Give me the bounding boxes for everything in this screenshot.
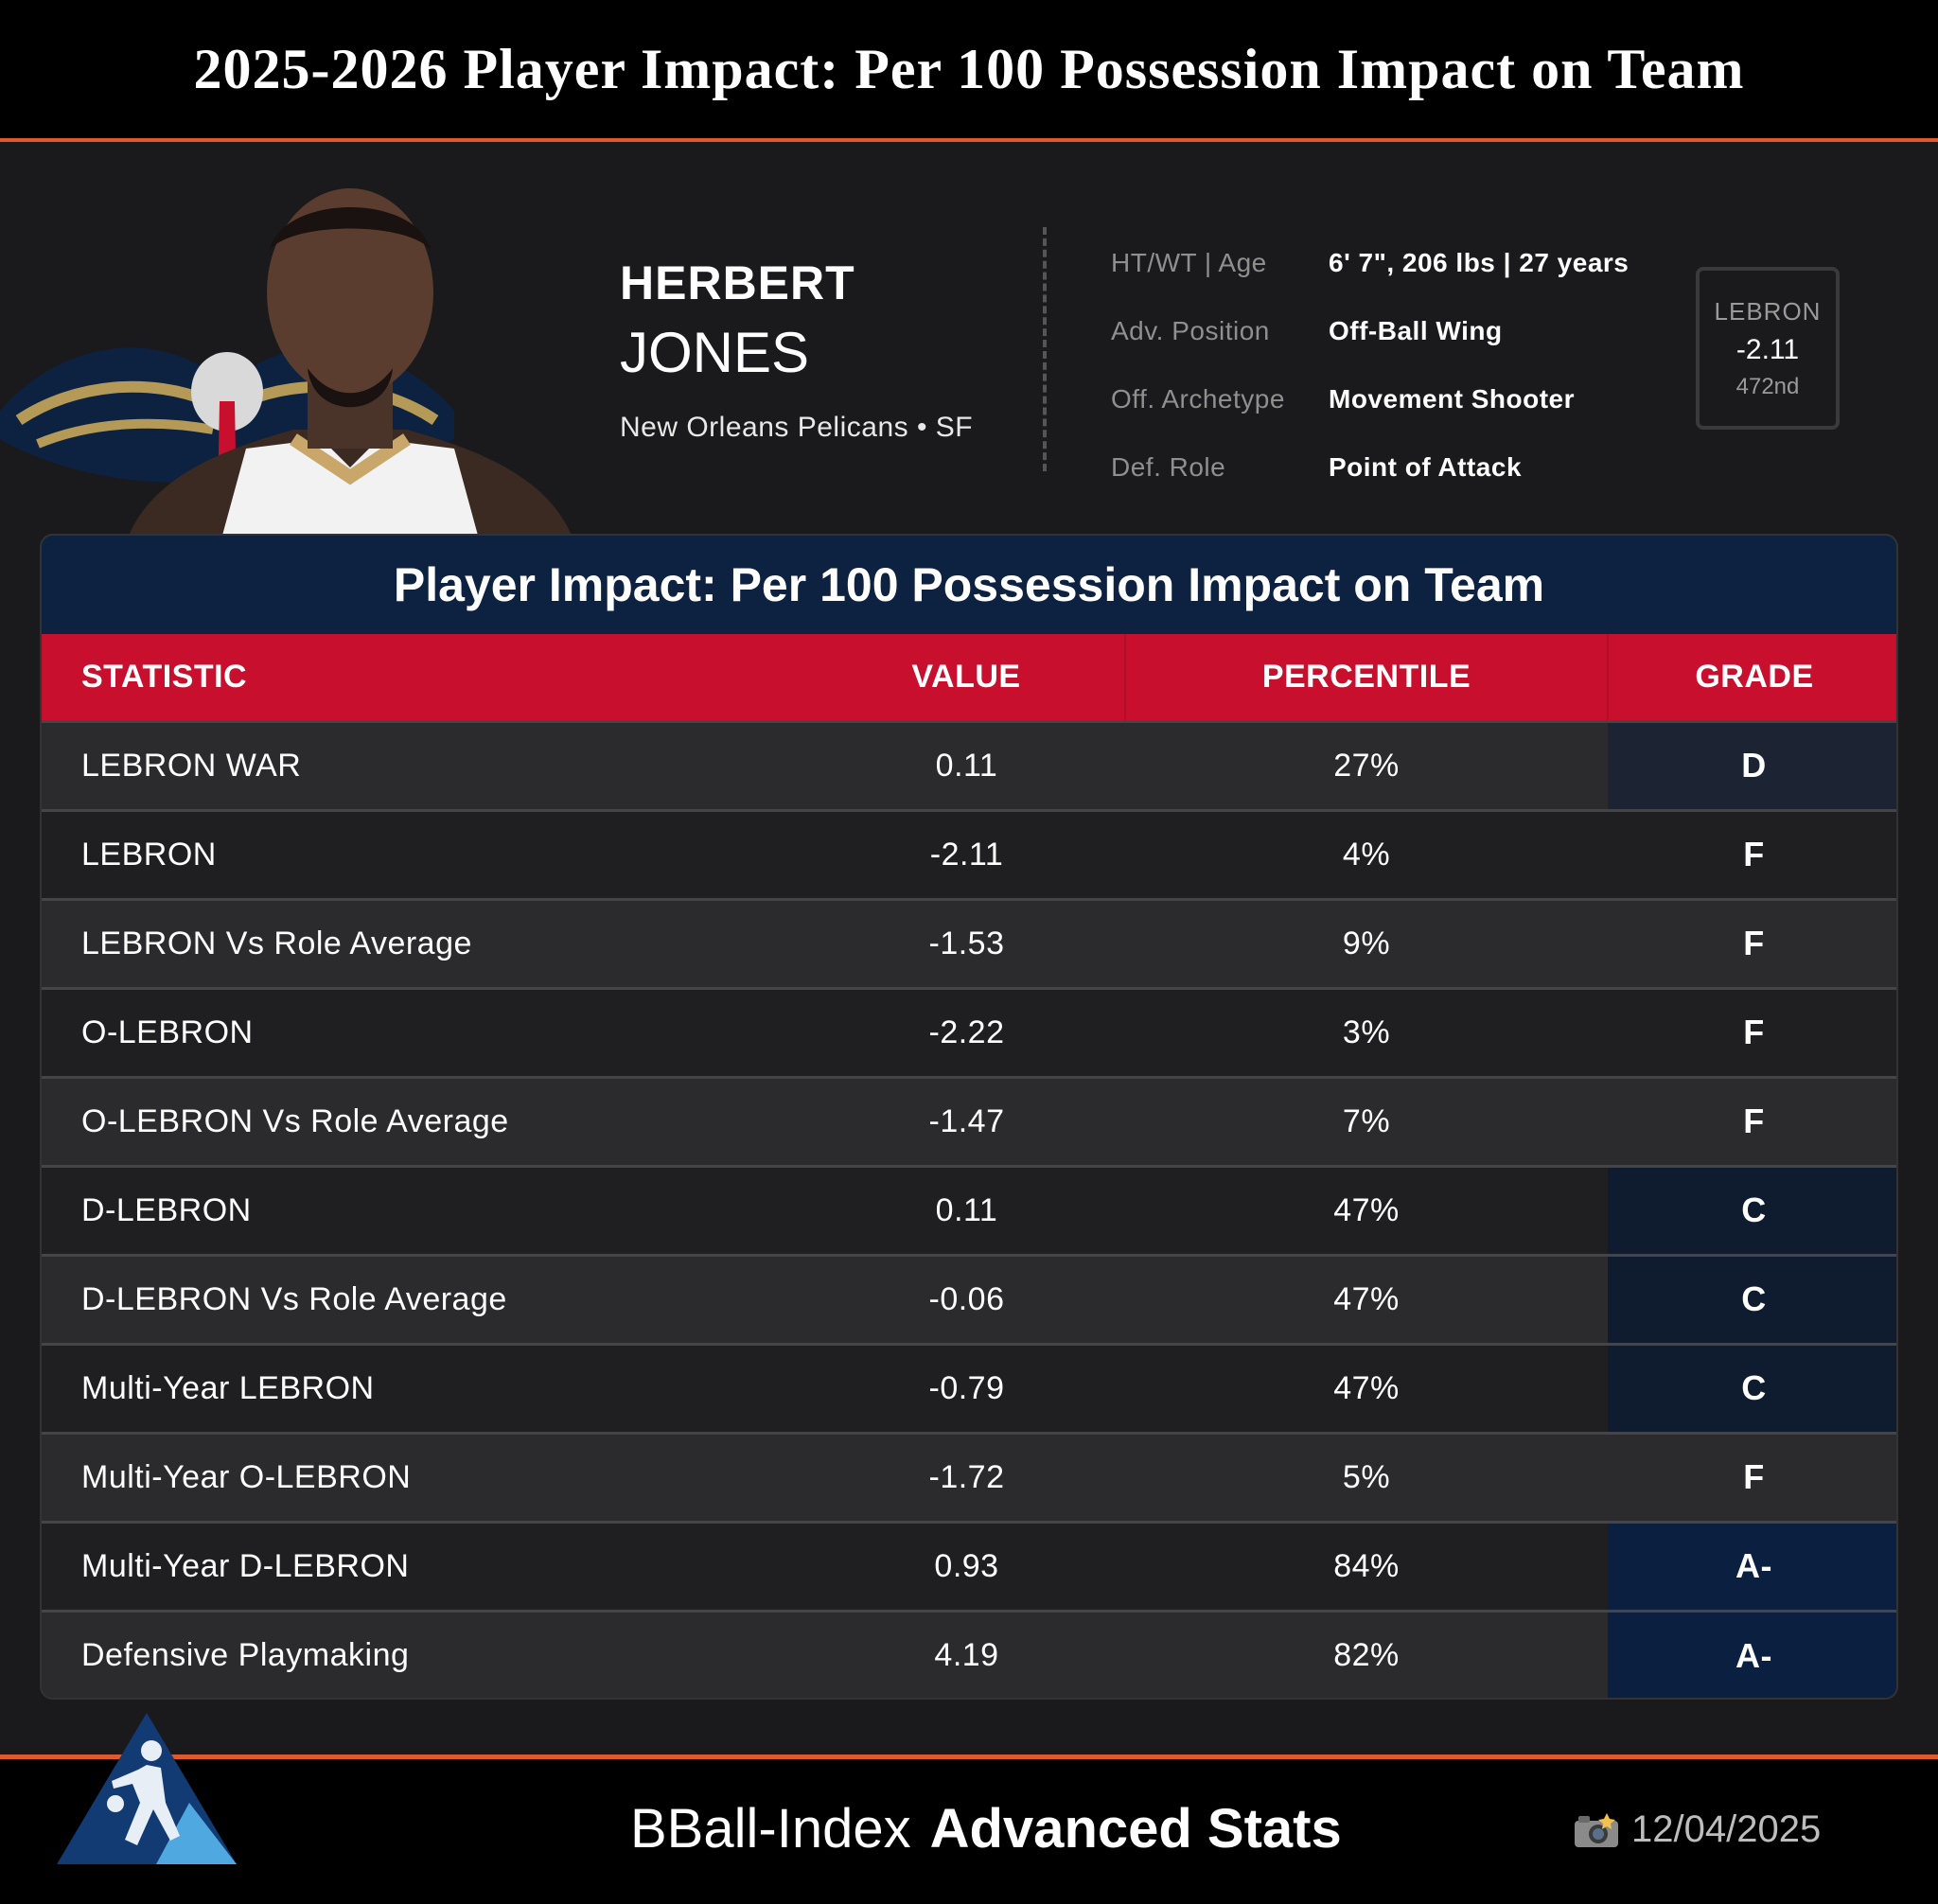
player-last-name: JONES (620, 321, 810, 384)
cell-percentile: 84% (1125, 1520, 1608, 1611)
info-row-ht-wt-age: HT/WT | Age 6' 7", 206 lbs | 27 years (1111, 229, 1629, 297)
lebron-box-value: -2.11 (1735, 333, 1800, 365)
footer-brand-tagline: Advanced Stats (929, 1798, 1342, 1860)
column-header-statistic: STATISTIC (42, 634, 808, 721)
cell-percentile: 27% (1125, 719, 1608, 810)
cell-statistic: LEBRON (42, 808, 808, 899)
cell-value: -2.22 (808, 986, 1125, 1077)
column-header-value: VALUE (808, 634, 1125, 721)
table-header-row: STATISTIC VALUE PERCENTILE GRADE (42, 634, 1896, 721)
cell-value: 4.19 (808, 1609, 1125, 1698)
table-row: O-LEBRON -2.22 3% F (42, 986, 1896, 1077)
cell-percentile: 82% (1125, 1609, 1608, 1698)
lebron-box-rank: 472nd (1735, 373, 1800, 399)
cell-grade: C (1608, 1342, 1896, 1433)
impact-table: STATISTIC VALUE PERCENTILE GRADE LEBRON … (42, 634, 1896, 1698)
top-banner: 2025-2026 Player Impact: Per 100 Possess… (0, 0, 1938, 142)
cell-grade: F (1608, 1431, 1896, 1522)
footer-brand: BBall-Index Advanced Stats (630, 1797, 1342, 1860)
lebron-summary-box: LEBRON -2.11 472nd (1696, 267, 1840, 430)
cell-statistic: Multi-Year O-LEBRON (42, 1431, 808, 1522)
cell-grade: D (1608, 719, 1896, 810)
table-row: Multi-Year LEBRON -0.79 47% C (42, 1342, 1896, 1433)
info-row-def-role: Def. Role Point of Attack (1111, 433, 1629, 502)
impact-panel: Player Impact: Per 100 Possession Impact… (40, 534, 1898, 1700)
cell-percentile: 7% (1125, 1075, 1608, 1166)
player-team-position: New Orleans Pelicans • SF (620, 412, 974, 443)
info-label: HT/WT | Age (1111, 248, 1267, 277)
bball-index-logo-icon (57, 1713, 237, 1864)
footer-date: 12/04/2025 (1573, 1808, 1821, 1851)
table-row: Multi-Year O-LEBRON -1.72 5% F (42, 1431, 1896, 1522)
camera-icon (1575, 1812, 1618, 1847)
info-value: Movement Shooter (1329, 384, 1576, 414)
footer-date-text: 12/04/2025 (1631, 1808, 1822, 1850)
cell-value: -2.11 (808, 808, 1125, 899)
table-row: LEBRON Vs Role Average -1.53 9% F (42, 897, 1896, 988)
info-label: Adv. Position (1111, 316, 1270, 345)
panel-title: Player Impact: Per 100 Possession Impact… (42, 536, 1896, 634)
table-row: Multi-Year D-LEBRON 0.93 84% A- (42, 1520, 1896, 1611)
info-label: Def. Role (1111, 452, 1226, 482)
info-value: 6' 7", 206 lbs | 27 years (1329, 248, 1630, 277)
cell-statistic: Multi-Year LEBRON (42, 1342, 808, 1433)
cell-grade: F (1608, 1075, 1896, 1166)
cell-statistic: LEBRON Vs Role Average (42, 897, 808, 988)
info-value: Off-Ball Wing (1329, 316, 1503, 345)
cell-value: 0.11 (808, 1164, 1125, 1255)
cell-percentile: 47% (1125, 1253, 1608, 1344)
cell-value: -0.06 (808, 1253, 1125, 1344)
footer-brand-name: BBall-Index (630, 1798, 911, 1860)
cell-statistic: Defensive Playmaking (42, 1609, 808, 1698)
cell-statistic: O-LEBRON Vs Role Average (42, 1075, 808, 1166)
player-headshot-icon (123, 188, 577, 553)
info-row-off-archetype: Off. Archetype Movement Shooter (1111, 365, 1629, 433)
cell-grade: F (1608, 986, 1896, 1077)
cell-statistic: LEBRON WAR (42, 719, 808, 810)
footer-bar: BBall-Index Advanced Stats 12/04/2025 (0, 1754, 1938, 1904)
player-first-name: HERBERT (620, 256, 855, 309)
cell-grade: C (1608, 1164, 1896, 1255)
cell-statistic: Multi-Year D-LEBRON (42, 1520, 808, 1611)
cell-percentile: 4% (1125, 808, 1608, 899)
hero-divider (1043, 227, 1047, 471)
column-header-grade: GRADE (1608, 634, 1896, 721)
cell-value: -1.53 (808, 897, 1125, 988)
info-row-adv-position: Adv. Position Off-Ball Wing (1111, 297, 1629, 365)
cell-value: -1.72 (808, 1431, 1125, 1522)
lebron-box-label: LEBRON (1714, 296, 1822, 326)
cell-value: 0.93 (808, 1520, 1125, 1611)
cell-percentile: 47% (1125, 1342, 1608, 1433)
table-row: D-LEBRON Vs Role Average -0.06 47% C (42, 1253, 1896, 1344)
cell-value: -0.79 (808, 1342, 1125, 1433)
table-row: Defensive Playmaking 4.19 82% A- (42, 1609, 1896, 1698)
player-info-list: HT/WT | Age 6' 7", 206 lbs | 27 years Ad… (1111, 229, 1629, 502)
cell-grade: F (1608, 808, 1896, 899)
player-name-block: HERBERT JONES New Orleans Pelicans • SF (620, 255, 973, 444)
cell-grade: A- (1608, 1609, 1896, 1698)
cell-value: 0.11 (808, 719, 1125, 810)
cell-statistic: O-LEBRON (42, 986, 808, 1077)
cell-grade: C (1608, 1253, 1896, 1344)
table-row: LEBRON WAR 0.11 27% D (42, 719, 1896, 810)
cell-percentile: 9% (1125, 897, 1608, 988)
cell-percentile: 3% (1125, 986, 1608, 1077)
table-row: O-LEBRON Vs Role Average -1.47 7% F (42, 1075, 1896, 1166)
player-hero: HERBERT JONES New Orleans Pelicans • SF … (0, 146, 1938, 553)
table-row: LEBRON -2.11 4% F (42, 808, 1896, 899)
page-title: 2025-2026 Player Impact: Per 100 Possess… (193, 37, 1745, 100)
cell-grade: A- (1608, 1520, 1896, 1611)
cell-statistic: D-LEBRON (42, 1164, 808, 1255)
cell-percentile: 47% (1125, 1164, 1608, 1255)
info-value: Point of Attack (1329, 452, 1523, 482)
table-row: D-LEBRON 0.11 47% C (42, 1164, 1896, 1255)
cell-statistic: D-LEBRON Vs Role Average (42, 1253, 808, 1344)
cell-grade: F (1608, 897, 1896, 988)
info-label: Off. Archetype (1111, 384, 1285, 414)
cell-value: -1.47 (808, 1075, 1125, 1166)
column-header-percentile: PERCENTILE (1124, 634, 1609, 721)
cell-percentile: 5% (1125, 1431, 1608, 1522)
